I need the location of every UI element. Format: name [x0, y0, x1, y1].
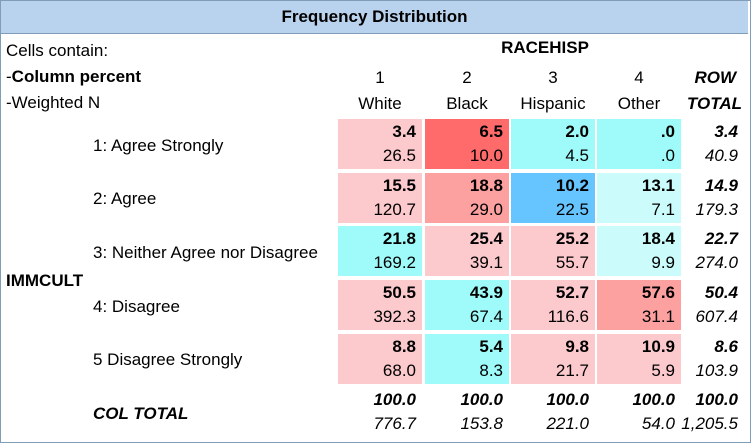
row-total-header: TOTAL	[686, 94, 742, 113]
table-cell: 43.9 67.4	[425, 280, 509, 330]
table-cell: 52.7 116.6	[511, 280, 595, 330]
col-header-label: Black	[446, 94, 488, 113]
col-header-code: 2	[462, 68, 472, 87]
col-total-label: COL TOTAL	[93, 404, 189, 423]
row-total-cell: 50.4 607.4	[695, 283, 738, 326]
table-cell: 10.2 22.5	[511, 173, 595, 223]
table-cell: 5.4 8.3	[425, 334, 509, 384]
legend-weighted-n: -Weighted N	[6, 93, 101, 112]
table-cell: 18.4 9.9	[597, 226, 681, 276]
table-cell: 25.2 55.7	[511, 226, 595, 276]
table-cell: 9.8 21.7	[511, 334, 595, 384]
col-total-cell: 100.0 221.0	[546, 390, 589, 433]
col-total-cell: 100.0 776.7	[373, 390, 416, 433]
table-cell: 3.4 26.5	[338, 119, 422, 169]
col-header-label: White	[358, 94, 402, 113]
row-total-header: ROW	[694, 68, 736, 87]
row-label: 3: Neither Agree nor Disagree	[93, 243, 318, 262]
table-cell: 57.6 31.1	[597, 280, 681, 330]
row-label: 1: Agree Strongly	[93, 136, 224, 155]
legend-cells-contain: Cells contain:	[6, 41, 109, 60]
col-total-cell: 100.0 54.0	[632, 390, 675, 433]
table-cell: 25.4 39.1	[425, 226, 509, 276]
table-cell: 13.1 7.1	[597, 173, 681, 223]
col-header-label: Other	[617, 94, 661, 113]
row-label: 5 Disagree Strongly	[93, 350, 243, 369]
table-cell: 10.9 5.9	[597, 334, 681, 384]
table-cell: 50.5 392.3	[338, 280, 422, 330]
col-total-cell: 100.0 153.8	[460, 390, 503, 433]
col-header-label: Hispanic	[520, 94, 586, 113]
column-variable: RACEHISP	[501, 38, 589, 57]
row-total-cell: 8.6 103.9	[695, 337, 738, 380]
row-total-cell: 14.9 179.3	[695, 176, 738, 219]
row-variable: IMMCULT	[6, 271, 84, 290]
table-cell: 15.5 120.7	[338, 173, 422, 223]
table-cell: 18.8 29.0	[425, 173, 509, 223]
legend-column-percent: -Column percent	[6, 67, 142, 86]
col-header-code: 3	[548, 68, 558, 87]
table-cell: .0.0	[597, 119, 681, 169]
grand-total-cell: 100.0 1,205.5	[681, 390, 738, 433]
table-cell: 21.8 169.2	[338, 226, 422, 276]
col-header-code: 4	[634, 68, 644, 87]
col-header-code: 1	[375, 68, 385, 87]
table-cell: 8.8 68.0	[338, 334, 422, 384]
row-total-cell: 22.7 274.0	[695, 229, 738, 272]
row-label: 2: Agree	[93, 189, 157, 208]
table-title: Frequency Distribution	[1, 1, 748, 34]
table-cell: 6.5 10.0	[425, 119, 509, 169]
row-total-cell: 3.4 40.9	[704, 122, 738, 165]
table-cell: 2.0 4.5	[511, 119, 595, 169]
row-label: 4: Disagree	[93, 297, 180, 316]
